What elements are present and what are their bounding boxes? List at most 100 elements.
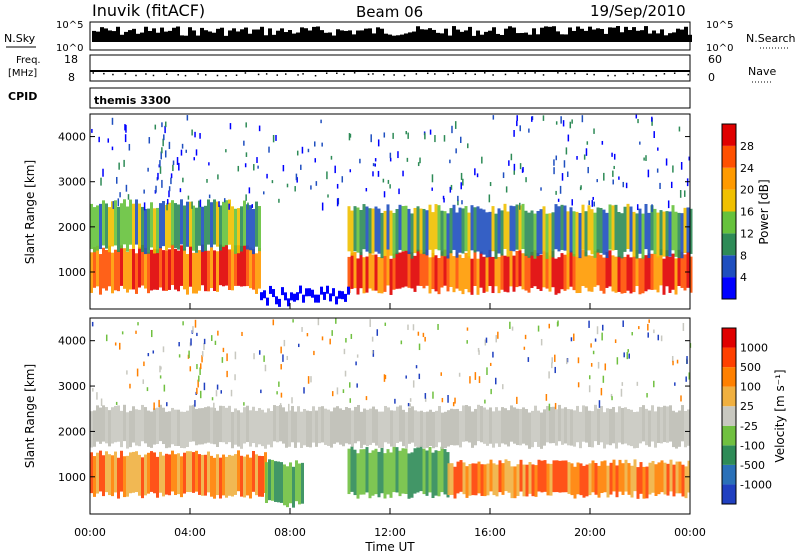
power-cell xyxy=(195,149,198,156)
power-cell xyxy=(464,252,468,290)
velocity-cell xyxy=(409,398,412,402)
power-cell xyxy=(437,258,441,295)
power-cell xyxy=(138,246,141,288)
power-cell xyxy=(425,210,429,256)
velocity-cell xyxy=(310,376,312,383)
power-cell xyxy=(678,126,681,132)
velocity-cell xyxy=(588,375,591,380)
power-cell xyxy=(583,154,586,160)
nave-dot xyxy=(517,72,519,74)
velocity-cell xyxy=(178,354,181,358)
noise-bar xyxy=(216,28,220,42)
velocity-cell xyxy=(588,410,591,448)
velocity-cell xyxy=(437,323,439,330)
nave-dot xyxy=(92,72,94,74)
velocity-colorbar-tick: -1000 xyxy=(740,478,772,491)
noise-bar xyxy=(268,28,272,42)
power-cell xyxy=(326,285,329,294)
velocity-cell xyxy=(623,352,625,358)
colorbar-swatch xyxy=(722,328,736,348)
velocity-cell xyxy=(478,376,481,384)
power-cell xyxy=(602,209,606,255)
power-cell xyxy=(124,124,126,131)
velocity-cell xyxy=(447,410,450,447)
power-cell xyxy=(449,159,451,164)
power-cell xyxy=(557,198,560,202)
power-cell xyxy=(377,257,381,294)
power-cell xyxy=(210,247,213,289)
noise-bar xyxy=(312,26,316,42)
velocity-cell xyxy=(295,460,298,502)
nave-dot xyxy=(297,74,299,76)
power-cell xyxy=(625,182,628,189)
power-cell xyxy=(213,250,216,291)
y-tick-label: 4000 xyxy=(58,131,86,144)
velocity-cell xyxy=(252,406,255,444)
velocity-cell xyxy=(165,411,168,449)
velocity-cell xyxy=(153,452,156,494)
noise-bar xyxy=(384,33,388,42)
power-cell xyxy=(584,211,588,257)
power-cell xyxy=(321,202,324,211)
power-cell xyxy=(249,205,252,251)
power-cell xyxy=(524,254,528,291)
nave-dot xyxy=(124,73,127,75)
power-cell xyxy=(223,198,226,203)
colorbar-swatch xyxy=(722,484,736,504)
power-cell xyxy=(500,253,504,290)
noise-bar xyxy=(124,31,128,42)
power-cell xyxy=(401,251,405,288)
power-colorbar-tick: 28 xyxy=(740,140,754,153)
velocity-cell xyxy=(152,350,155,354)
velocity-cell xyxy=(342,409,345,447)
noise-bar xyxy=(100,27,104,42)
velocity-cell xyxy=(203,342,205,350)
velocity-cell xyxy=(186,410,189,447)
velocity-cell xyxy=(618,406,621,443)
noise-bar xyxy=(492,27,496,42)
noise-bar xyxy=(392,35,396,42)
power-cell xyxy=(191,129,193,136)
velocity-cell xyxy=(178,342,180,347)
velocity-cell xyxy=(645,466,649,499)
power-cell xyxy=(258,206,261,252)
y-tick-label: 3000 xyxy=(58,380,86,393)
velocity-cell xyxy=(524,334,527,340)
velocity-cell xyxy=(435,410,438,448)
power-cell xyxy=(503,255,507,292)
power-cell xyxy=(518,205,522,251)
power-cell xyxy=(521,203,525,250)
power-cell xyxy=(389,258,393,295)
velocity-cell xyxy=(684,466,688,499)
power-cell xyxy=(686,251,690,288)
velocity-cell xyxy=(265,462,268,504)
velocity-cell xyxy=(114,451,117,493)
power-cell xyxy=(402,170,404,177)
power-cell xyxy=(154,124,157,130)
power-cell xyxy=(581,115,584,123)
power-cell xyxy=(460,182,462,190)
velocity-cell xyxy=(225,456,228,498)
velocity-cell xyxy=(123,456,126,498)
power-cell xyxy=(602,257,606,294)
velocity-cell xyxy=(651,461,655,493)
velocity-cell xyxy=(519,459,523,492)
freq-label-line2: [MHz] xyxy=(8,68,37,79)
power-cell xyxy=(428,257,432,294)
x-tick-label: 12:00 xyxy=(374,526,406,539)
velocity-cell xyxy=(621,463,625,495)
power-cell xyxy=(605,251,609,288)
power-cell xyxy=(157,172,159,180)
power-cell xyxy=(575,256,579,294)
velocity-cell xyxy=(577,382,580,388)
noise-bar xyxy=(448,35,452,42)
power-cell xyxy=(237,208,240,254)
velocity-cell xyxy=(573,333,575,341)
noise-bar xyxy=(620,32,624,42)
power-cell xyxy=(542,206,546,252)
velocity-cell xyxy=(210,335,213,341)
velocity-cell xyxy=(100,398,103,406)
station-title: Inuvik (fitACF) xyxy=(92,1,205,20)
velocity-cell xyxy=(549,406,552,444)
nave-dot xyxy=(534,72,536,74)
